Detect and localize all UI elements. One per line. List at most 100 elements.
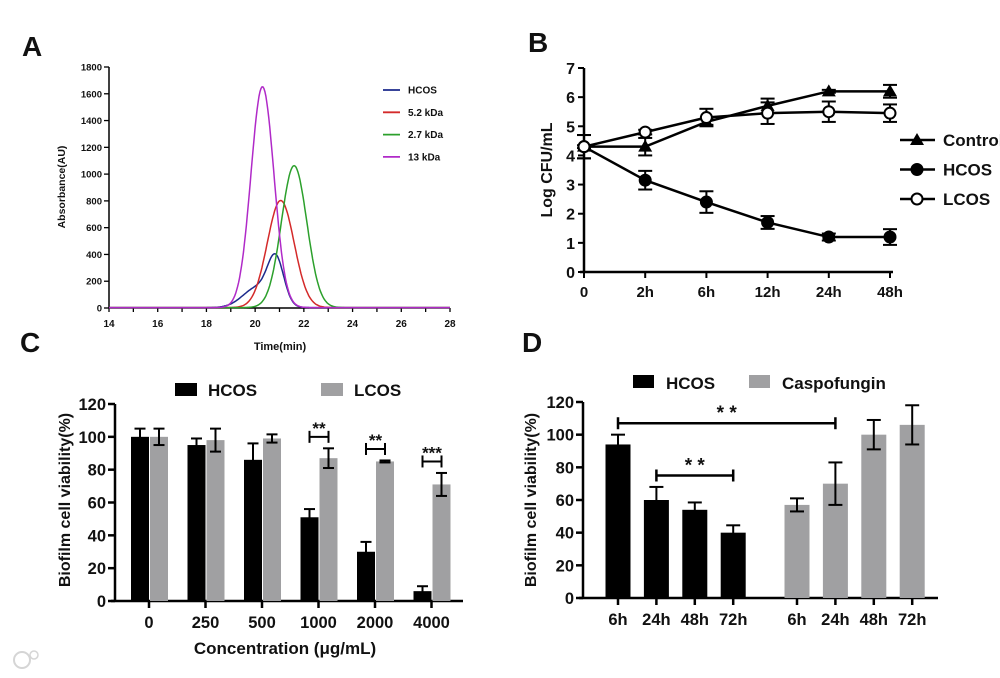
- legend-label: HCOS: [408, 86, 437, 97]
- series-line-13-kda: [109, 86, 450, 309]
- y-tick-label: 100: [546, 427, 574, 445]
- bar: [899, 424, 925, 598]
- y-tick-label: 800: [86, 196, 102, 207]
- y-tick-label: 1800: [81, 63, 102, 74]
- bar: [244, 459, 262, 601]
- x-tick-label: 500: [248, 614, 276, 632]
- x-tick-label: 2000: [357, 614, 394, 632]
- filled-circle-marker: [699, 195, 713, 209]
- y-tick-label: 400: [86, 250, 102, 261]
- significance-bracket: **: [308, 419, 330, 443]
- y-tick-label: 200: [86, 277, 102, 288]
- significance-bracket: **: [365, 431, 386, 455]
- y-tick-label: 60: [88, 495, 106, 513]
- significance-bracket: * *: [616, 403, 837, 430]
- legend-swatch: [633, 375, 654, 388]
- x-tick-label: 24: [347, 319, 359, 330]
- x-tick-label: 6h: [698, 284, 716, 301]
- significance-label: **: [369, 431, 383, 450]
- y-axis-label: Biofilm cell viability(%): [57, 413, 74, 587]
- y-tick-label: 20: [556, 557, 574, 575]
- legend-label: HCOS: [666, 374, 715, 393]
- x-tick-label: 22: [298, 319, 310, 330]
- x-tick-label: 24h: [821, 611, 849, 629]
- panel-label-b: B: [528, 27, 548, 58]
- x-tick-label: 48h: [681, 611, 709, 629]
- x-tick-label: 14: [103, 319, 115, 330]
- y-tick-label: 40: [556, 525, 574, 543]
- y-tick-label: 0: [565, 590, 574, 608]
- bar: [150, 436, 168, 601]
- filled-circle-marker: [883, 230, 897, 244]
- legend-label: 13 kDa: [408, 152, 441, 163]
- error-bar: [905, 404, 920, 446]
- y-tick-label: 80: [88, 462, 106, 480]
- y-tick-label: 600: [86, 223, 102, 234]
- x-tick-label: 48h: [877, 284, 903, 301]
- significance-label: ***: [422, 443, 442, 462]
- x-tick-label: 2h: [636, 284, 654, 301]
- y-tick-label: 120: [78, 396, 106, 414]
- legend-swatch: [321, 383, 343, 396]
- legend-label: HCOS: [943, 161, 992, 180]
- y-tick-label: 1000: [81, 170, 102, 181]
- x-tick-label: 26: [396, 319, 408, 330]
- legend-label: LCOS: [354, 381, 401, 400]
- open-circle-marker: [577, 140, 591, 154]
- bar: [784, 504, 810, 598]
- error-bar: [611, 433, 625, 456]
- filled-circle-marker: [638, 173, 652, 187]
- y-tick-label: 6: [566, 90, 575, 107]
- series-caspofungin: [784, 404, 925, 598]
- error-bar: [866, 418, 881, 451]
- error-bar: [323, 447, 334, 470]
- filled-circle-marker: [761, 215, 775, 229]
- legend-label: 5.2 kDa: [408, 108, 443, 119]
- error-bar: [726, 524, 741, 542]
- open-circle-marker: [638, 125, 652, 139]
- legend-label: HCOS: [208, 381, 257, 400]
- y-tick-label: 7: [566, 61, 575, 78]
- bar: [605, 444, 631, 598]
- error-bar: [266, 433, 278, 444]
- y-tick-label: 0: [97, 304, 102, 315]
- y-tick-label: 1600: [81, 89, 102, 100]
- error-bar: [191, 437, 202, 453]
- panel-label-d: D: [522, 327, 542, 358]
- x-axis-label: Time(min): [254, 341, 307, 353]
- error-bar: [360, 540, 372, 563]
- x-tick-label: 28: [444, 319, 456, 330]
- significance-bracket: ***: [421, 443, 443, 468]
- x-tick-label: 0: [580, 284, 588, 301]
- legend-label: LCOS: [943, 190, 990, 209]
- legend-swatch: [749, 375, 770, 388]
- legend-label: Control: [943, 131, 1000, 150]
- series-line: [583, 110, 891, 148]
- x-tick-label: 48h: [860, 611, 888, 629]
- bar: [682, 509, 708, 598]
- y-tick-label: 4: [566, 148, 575, 165]
- x-tick-label: 1000: [300, 614, 337, 632]
- panel-a-chromatogram: 14 16 18 20 22 24 26 28 0 200 400 600 800 1000 1200 140…: [56, 63, 456, 354]
- error-bar: [436, 471, 447, 497]
- x-tick-label: 24h: [816, 284, 842, 301]
- error-bar: [687, 501, 702, 519]
- error-bar: [153, 427, 165, 447]
- x-tick-label: 6h: [608, 611, 627, 629]
- x-tick-label: 12h: [755, 284, 781, 301]
- error-bar: [210, 427, 221, 453]
- significance-label: * *: [685, 456, 706, 477]
- y-axis-label: Biofilm cell viability(%): [523, 413, 540, 587]
- x-tick-label: 250: [192, 614, 220, 632]
- y-tick-label: 120: [546, 394, 574, 412]
- bar: [187, 445, 206, 601]
- error-bar: [304, 508, 315, 527]
- legend-label: 2.7 kDa: [408, 130, 443, 141]
- panel-b-growth-curve: 0 1 2 3 4 5 6 7 0 2h 6h 12h 24h 48h Log CFU/mL Control H…: [539, 61, 1000, 301]
- error-bar: [417, 585, 428, 598]
- bar: [432, 484, 451, 601]
- x-tick-label: 18: [201, 319, 213, 330]
- y-tick-label: 80: [556, 459, 574, 477]
- triangle-marker: [883, 84, 897, 97]
